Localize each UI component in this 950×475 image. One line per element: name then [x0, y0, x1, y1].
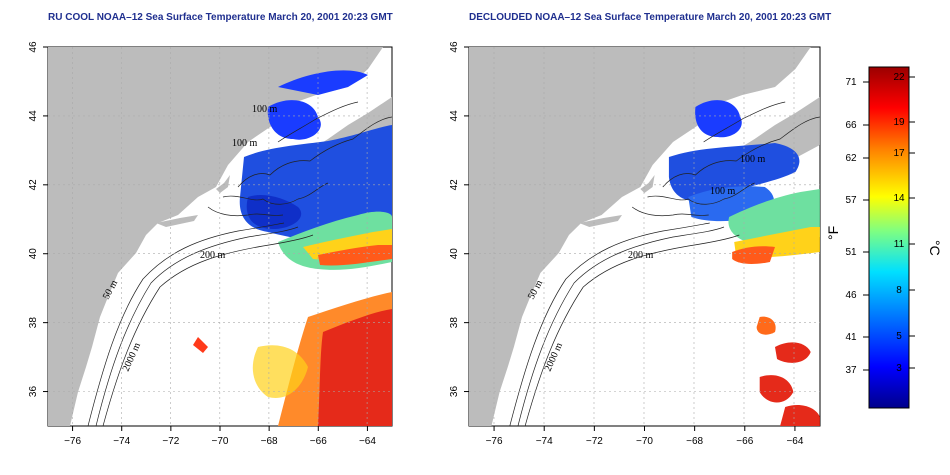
map-panel-raw: 100 m 100 m 200 m 50 m 2000 m [47, 46, 393, 427]
y-tick-label: 46 [449, 41, 460, 53]
colorbar-c-label: 17 [893, 148, 905, 159]
y-tick-label: 38 [449, 317, 460, 329]
x-tick-label: −66 [310, 436, 327, 447]
colorbar-f-label: 37 [845, 365, 857, 376]
colorbar-celsius-label: °C [927, 240, 943, 256]
contour-label-100m-a: 100 m [740, 154, 766, 165]
contour-label-200m: 200 m [200, 250, 226, 261]
grid-lines [48, 47, 392, 426]
colorbar-fahrenheit-label: °F [825, 226, 841, 240]
y-tick-label: 44 [449, 110, 460, 122]
x-tick-label: −68 [261, 436, 278, 447]
x-tick-label: −70 [212, 436, 229, 447]
colorbar-f-label: 57 [845, 195, 857, 206]
axes-declouded: −76 −74 −72 −70 −68 −66 −64 36 38 40 42 44 46 [449, 41, 804, 447]
x-tick-label: −76 [486, 436, 503, 447]
colorbar-c-label: 19 [893, 117, 905, 128]
panel-title-declouded: DECLOUDED NOAA–12 Sea Surface Temperatur… [469, 12, 832, 23]
y-tick-label: 44 [28, 110, 39, 122]
colorbar-f-label: 46 [845, 290, 857, 301]
x-tick-label: −70 [636, 436, 653, 447]
y-tick-label: 42 [449, 179, 460, 191]
colorbar-f-label: 41 [845, 332, 857, 343]
colorbar-f-label: 51 [845, 247, 857, 258]
colorbar-c-label: 11 [894, 239, 905, 250]
colorbar: 71 66 62 57 51 46 41 37 22 19 17 14 11 8 5 3 °F °C [825, 66, 943, 409]
contour-label-100m-a: 100 m [252, 104, 278, 115]
x-tick-label: −76 [64, 436, 81, 447]
y-tick-label: 40 [449, 248, 460, 260]
x-tick-label: −72 [586, 436, 603, 447]
sst-warm-region [193, 211, 392, 426]
y-tick-label: 36 [28, 386, 39, 398]
colorbar-c-label: 14 [893, 193, 905, 204]
map-panel-declouded: 100 m 100 m 200 m 50 m 2000 m [468, 46, 821, 427]
colorbar-f-label: 71 [845, 77, 857, 88]
axes-raw: −76 −74 −72 −70 −68 −66 −64 36 38 40 42 44 46 [28, 41, 376, 447]
colorbar-c-label: 3 [896, 363, 902, 374]
y-tick-label: 38 [28, 317, 39, 329]
y-tick-label: 46 [28, 41, 39, 53]
sst-warm-region [728, 189, 820, 426]
y-tick-label: 42 [28, 179, 39, 191]
y-tick-label: 36 [449, 386, 460, 398]
colorbar-gradient [868, 66, 910, 409]
x-tick-label: −74 [113, 436, 130, 447]
x-tick-label: −72 [162, 436, 179, 447]
contour-label-100m-b: 100 m [710, 186, 736, 197]
colorbar-f-label: 66 [845, 120, 857, 131]
y-tick-label: 40 [28, 248, 39, 260]
panel-title-raw: RU COOL NOAA–12 Sea Surface Temperature … [48, 12, 393, 23]
x-tick-label: −68 [686, 436, 703, 447]
x-tick-label: −74 [536, 436, 553, 447]
colorbar-f-label: 62 [845, 153, 857, 164]
colorbar-c-label: 8 [896, 285, 902, 296]
x-tick-label: −64 [359, 436, 376, 447]
contour-label-100m-b: 100 m [232, 138, 258, 149]
grid-lines [469, 47, 820, 426]
colorbar-c-label: 22 [893, 72, 905, 83]
colorbar-c-label: 5 [896, 331, 902, 342]
x-tick-label: −64 [786, 436, 803, 447]
contour-label-200m: 200 m [628, 250, 654, 261]
x-tick-label: −66 [736, 436, 753, 447]
